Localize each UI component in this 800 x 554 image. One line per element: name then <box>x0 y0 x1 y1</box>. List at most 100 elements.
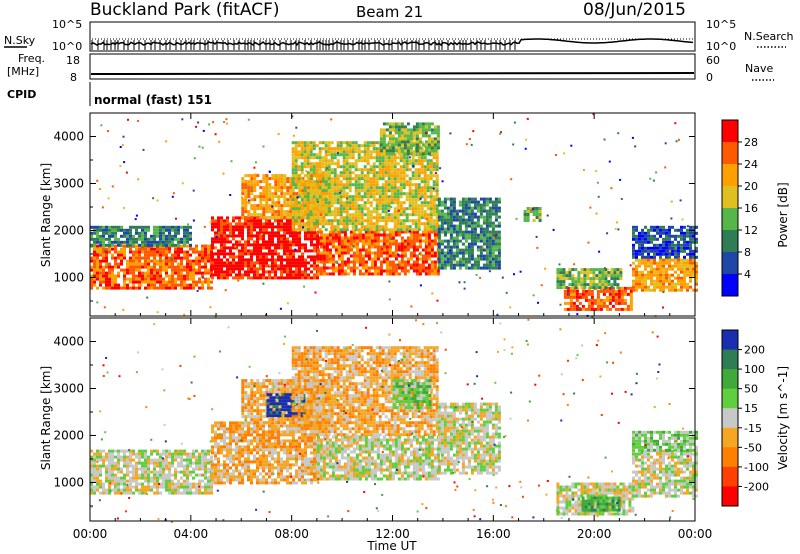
data-cell <box>394 230 398 234</box>
data-cell <box>357 195 361 199</box>
data-cell <box>316 266 320 270</box>
data-cell <box>485 245 489 249</box>
data-cell <box>315 198 319 202</box>
data-cell <box>183 250 186 254</box>
data-cell <box>256 246 259 250</box>
data-cell <box>412 125 416 129</box>
data-cell <box>384 198 388 202</box>
data-cell <box>186 250 189 254</box>
data-cell <box>363 150 367 154</box>
data-cell <box>668 240 671 244</box>
data-cell <box>426 177 430 181</box>
data-cell <box>325 251 329 255</box>
data-cell <box>324 171 328 175</box>
data-cell <box>575 298 579 302</box>
data-cell <box>99 283 102 287</box>
data-cell <box>417 174 421 178</box>
data-cell <box>357 177 361 181</box>
data-cell <box>668 261 671 265</box>
data-cell <box>402 192 406 196</box>
data-cell <box>295 273 298 277</box>
data-cell <box>590 304 594 308</box>
data-cell <box>198 265 201 269</box>
data-cell <box>376 251 380 255</box>
data-cell <box>144 253 147 257</box>
data-cell <box>357 180 361 184</box>
data-cell <box>467 257 471 261</box>
data-cell <box>247 189 251 193</box>
data-cell <box>217 216 220 220</box>
data-cell <box>385 239 389 243</box>
data-cell <box>358 269 362 273</box>
data-cell <box>662 246 665 250</box>
data-cell <box>411 228 415 232</box>
data-cell <box>638 261 641 265</box>
data-cell <box>429 228 433 232</box>
data-cell <box>467 224 471 228</box>
data-cell <box>662 270 665 274</box>
data-cell <box>671 264 674 268</box>
data-cell <box>426 204 430 208</box>
data-cell <box>412 152 416 156</box>
data-cell <box>432 198 436 202</box>
data-cell <box>415 128 419 132</box>
data-cell <box>306 174 310 178</box>
data-cell <box>346 266 350 270</box>
data-cell <box>217 261 220 265</box>
data-cell <box>348 207 352 211</box>
data-cell <box>339 150 343 154</box>
data-cell <box>364 263 368 267</box>
data-cell <box>366 186 370 190</box>
data-cell <box>280 189 284 193</box>
data-cell <box>418 125 422 129</box>
data-cell <box>330 192 334 196</box>
data-cell <box>174 283 177 287</box>
data-cell <box>153 286 156 290</box>
data-speck <box>513 121 516 124</box>
data-cell <box>339 186 343 190</box>
data-cell <box>608 298 612 302</box>
data-cell <box>418 236 422 240</box>
data-cell <box>488 206 492 210</box>
data-cell <box>105 283 108 287</box>
data-speck <box>619 178 622 181</box>
data-cell <box>303 189 307 193</box>
data-cell <box>366 141 370 145</box>
data-cell <box>363 177 367 181</box>
data-cell <box>424 269 428 273</box>
data-cell <box>421 230 425 234</box>
data-cell <box>427 146 431 150</box>
data-cell <box>449 266 453 270</box>
data-cell <box>328 260 332 264</box>
data-cell <box>241 213 245 217</box>
data-cell <box>168 231 171 235</box>
data-cell <box>138 256 141 260</box>
data-cell <box>491 251 495 255</box>
data-cell <box>268 270 271 274</box>
data-speck <box>119 146 122 148</box>
data-cell <box>423 195 427 199</box>
data-cell <box>349 236 353 240</box>
data-cell <box>262 204 266 208</box>
data-cell <box>378 186 382 190</box>
data-cell <box>402 183 406 187</box>
data-cell <box>129 228 132 232</box>
data-cell <box>141 256 144 260</box>
data-cell <box>605 304 609 308</box>
data-cell <box>114 286 117 290</box>
data-cell <box>470 221 474 225</box>
data-cell <box>306 177 310 181</box>
data-cell <box>90 225 93 229</box>
data-cell <box>351 228 355 232</box>
data-cell <box>247 276 250 280</box>
data-cell <box>307 249 310 253</box>
data-cell <box>659 282 662 286</box>
data-cell <box>345 198 349 202</box>
data-cell <box>294 198 298 202</box>
data-cell <box>580 268 584 272</box>
data-cell <box>342 153 346 157</box>
data-cell <box>417 168 421 172</box>
data-cell <box>695 261 698 265</box>
data-cell <box>379 143 383 147</box>
data-speck <box>192 189 195 192</box>
